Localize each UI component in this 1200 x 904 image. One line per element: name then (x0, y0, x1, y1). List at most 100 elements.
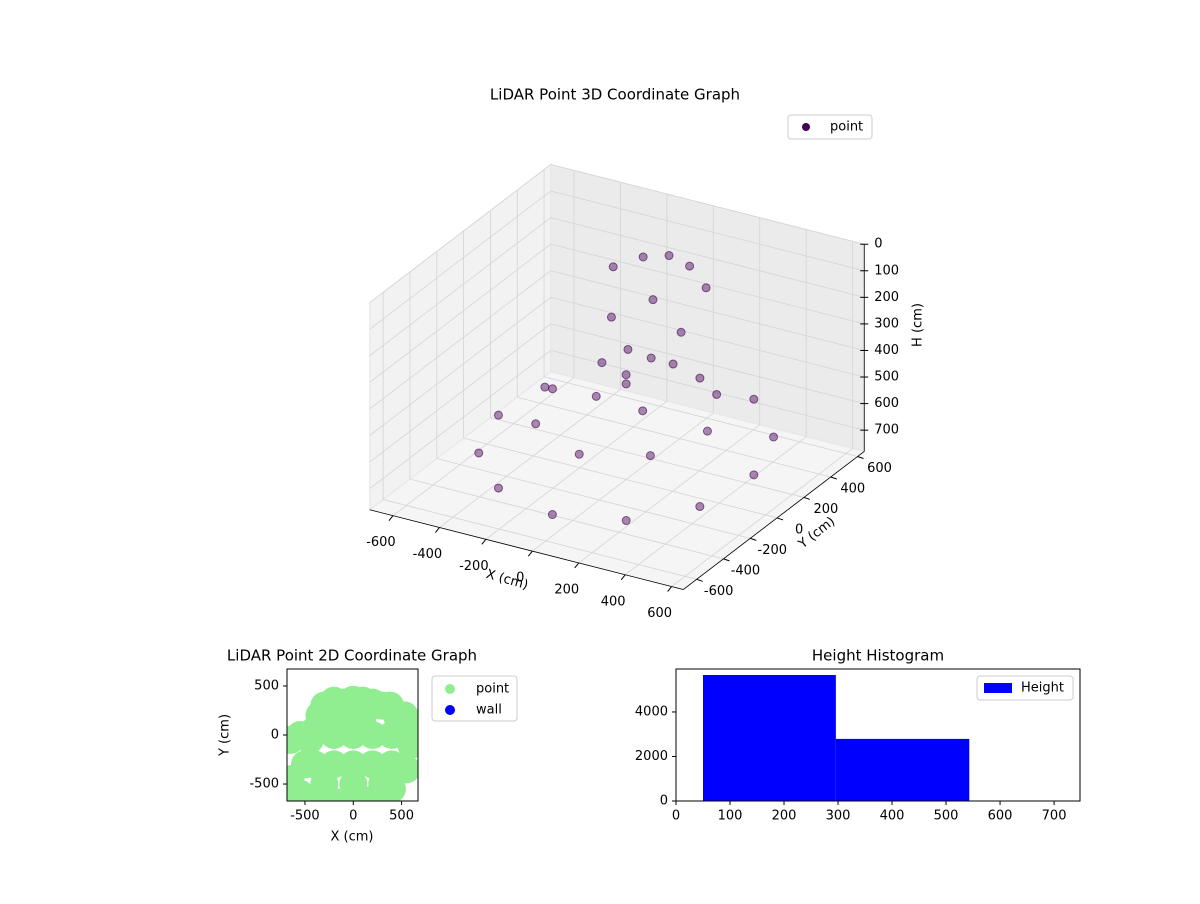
z-tick-label: 0 (874, 237, 882, 252)
point (701, 283, 711, 293)
grid-line (369, 296, 551, 436)
point (290, 750, 319, 779)
point (664, 251, 674, 261)
y-tick-label: -500 (249, 777, 279, 792)
y-tick (803, 496, 811, 500)
legend-label: wall (476, 703, 502, 718)
legend-box (976, 675, 1074, 701)
legend-marker (445, 684, 455, 694)
x-tick-label: -200 (459, 559, 489, 574)
grid-line (369, 190, 551, 330)
grid-line (409, 478, 724, 560)
point (547, 510, 557, 520)
y-tick-label: 4000 (635, 704, 668, 719)
y-tick-label: 200 (813, 502, 838, 517)
legend-marker (802, 123, 810, 131)
x-tick-label: 300 (826, 809, 851, 824)
point (531, 419, 541, 429)
x-tick (527, 550, 533, 557)
y-tick-label: 400 (840, 481, 865, 496)
point (769, 432, 779, 442)
grid-line (624, 436, 807, 576)
grid-line (383, 499, 697, 580)
z-tick-label: 200 (874, 290, 899, 305)
point (646, 353, 656, 363)
grid-line (550, 296, 865, 378)
z-tick-label: 100 (874, 263, 899, 278)
x-tick-label: 0 (349, 809, 357, 824)
x-tick-label: 500 (934, 809, 959, 824)
grid-line (550, 350, 865, 431)
point (685, 261, 695, 271)
bar (835, 738, 970, 801)
x-tick-label: -400 (413, 547, 443, 562)
grid-line (463, 437, 778, 519)
grid-line (671, 448, 853, 587)
grid-line (369, 270, 551, 410)
y-tick (723, 558, 730, 562)
x-tick-label: 100 (718, 809, 743, 824)
point (339, 750, 368, 779)
point (712, 389, 722, 399)
point (474, 448, 484, 458)
point (648, 295, 658, 305)
bar (703, 675, 836, 801)
grid-line (485, 400, 668, 540)
point (621, 516, 631, 526)
point (377, 721, 406, 749)
point (695, 502, 705, 512)
point (540, 382, 550, 392)
point (348, 701, 377, 730)
point (493, 483, 503, 493)
grid-line (392, 377, 575, 517)
grid-line (550, 270, 865, 351)
point (623, 344, 633, 354)
y-tick (830, 476, 837, 480)
point (608, 262, 618, 272)
y-tick (857, 456, 864, 459)
grid-line (369, 350, 551, 489)
legend-label: point (830, 120, 863, 135)
grid-line (578, 424, 760, 564)
x-tick-label: 200 (772, 809, 797, 824)
chart-title: LiDAR Point 3D Coordinate Graph (490, 86, 740, 104)
grid-line (532, 412, 714, 552)
grid-line (550, 217, 865, 298)
point (493, 410, 503, 420)
point (606, 312, 616, 322)
x-tick (435, 527, 440, 533)
point (339, 770, 368, 799)
y-tick-label: 0 (660, 794, 668, 809)
y-tick (696, 578, 703, 582)
x-tick-label: 400 (880, 809, 905, 824)
y-tick (750, 537, 757, 541)
point (638, 252, 648, 262)
grid-line (550, 164, 865, 245)
grid-line (436, 458, 751, 539)
grid-line (550, 190, 865, 272)
y-tick-label: 2000 (635, 749, 668, 764)
grid-line (369, 323, 551, 463)
x-tick-label: 700 (1042, 809, 1067, 824)
x-tick (574, 562, 580, 569)
x-tick-label: 600 (988, 809, 1013, 824)
point (621, 370, 631, 380)
legend-label: Height (1021, 681, 1064, 696)
x-tick (620, 574, 626, 581)
point (287, 721, 315, 749)
grid-line (369, 217, 551, 357)
chart-title: Height Histogram (812, 647, 944, 665)
axis-line (369, 509, 684, 590)
x-tick-label: 0 (516, 571, 524, 586)
grid-line (543, 376, 858, 457)
y-tick-label: -600 (704, 584, 734, 599)
plot-area (287, 685, 418, 801)
x-tick-label: 0 (672, 809, 680, 824)
y-tick (776, 517, 784, 521)
point (574, 449, 584, 459)
point (749, 394, 759, 404)
point (638, 406, 648, 416)
y-tick-label: 600 (867, 461, 892, 476)
z-tick-label: 300 (874, 316, 899, 331)
